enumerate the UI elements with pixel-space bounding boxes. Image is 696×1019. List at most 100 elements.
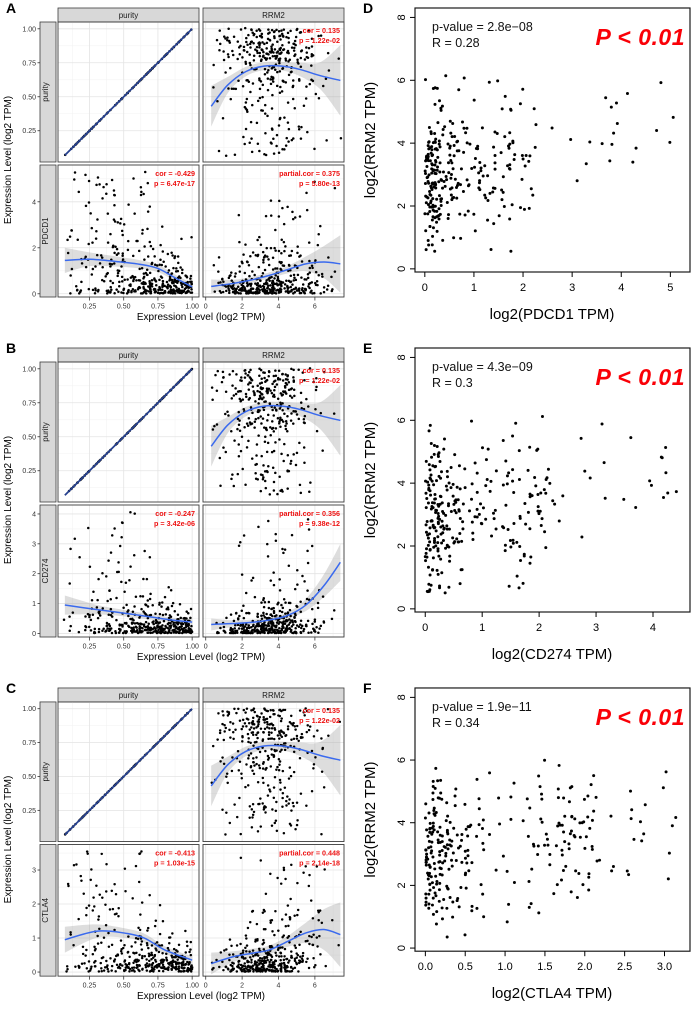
svg-text:Expression Level (log2 TPM): Expression Level (log2 TPM) [137,652,265,663]
svg-text:0.25: 0.25 [22,468,36,475]
svg-text:purity: purity [41,762,50,781]
svg-text:p = 5.80e-13: p = 5.80e-13 [299,179,340,188]
svg-text:1.00: 1.00 [185,304,199,311]
svg-text:partial.cor = 0.448: partial.cor = 0.448 [279,849,340,857]
svg-text:log2(CD274 TPM): log2(CD274 TPM) [492,646,613,663]
svg-text:0.75: 0.75 [22,740,36,747]
svg-text:0.50: 0.50 [117,983,131,990]
svg-text:2: 2 [396,543,408,549]
svg-text:2: 2 [32,902,36,909]
svg-text:p-value = 4.3e−09: p-value = 4.3e−09 [432,360,533,374]
svg-text:CD274: CD274 [41,558,50,583]
panel-label-E: E [363,340,373,356]
svg-text:Expression Level (log2 TPM): Expression Level (log2 TPM) [3,96,14,224]
svg-text:partial.cor = 0.375: partial.cor = 0.375 [279,169,340,178]
svg-text:purity: purity [119,691,139,700]
svg-text:1: 1 [32,601,36,608]
svg-text:4: 4 [618,282,624,294]
svg-text:1: 1 [32,936,36,943]
panel-A-chart: purity RRM2 purity PDCD1 1.00 0.75 0.50 0.25 0 2 4… [3,7,345,323]
svg-text:partial.cor = 0.356: partial.cor = 0.356 [279,509,340,518]
svg-text:4: 4 [396,480,408,486]
panel-B: purity RRM2 purity CD274 1.00 0.75 0.50 0.25 0 1 2… [0,340,360,680]
svg-text:cor = 0.135: cor = 0.135 [303,707,340,715]
panel-A: purity RRM2 purity PDCD1 1.00 0.75 0.50 0.25 0 2 4… [0,0,360,340]
svg-text:4: 4 [32,511,36,518]
svg-text:5: 5 [667,282,673,294]
svg-text:cor = -0.413: cor = -0.413 [155,849,195,857]
svg-text:0: 0 [204,644,208,651]
svg-text:3: 3 [32,868,36,875]
panel-label-A: A [6,0,17,16]
panel-B-chart: purity RRM2 purity CD274 1.00 0.75 0.50 0.25 0 1 2… [3,347,345,663]
svg-text:1.00: 1.00 [22,366,36,373]
svg-text:purity: purity [41,82,50,102]
panel-E: 0 1 2 3 4 0 2 4 6 8 log2(RRM2 TPM) log2(CD274 TPM) p… [360,340,696,680]
svg-text:P < 0.01: P < 0.01 [596,364,685,390]
svg-text:0.75: 0.75 [151,983,165,990]
svg-text:0.25: 0.25 [83,983,97,990]
svg-text:0: 0 [396,606,408,612]
svg-text:0: 0 [422,282,428,294]
svg-text:3: 3 [569,282,575,294]
svg-text:p = 9.38e-12: p = 9.38e-12 [299,519,340,528]
svg-text:1.00: 1.00 [185,644,199,651]
svg-text:2: 2 [32,245,36,252]
svg-text:p-value = 2.8e−08: p-value = 2.8e−08 [432,20,533,34]
panel-label-D: D [363,0,374,16]
svg-text:0: 0 [204,983,208,990]
svg-text:cor = 0.135: cor = 0.135 [303,26,340,35]
svg-text:RRM2: RRM2 [262,11,285,20]
panel-F: 0.0 0.5 1.0 1.5 2.0 2.5 3.0 0 2 4 6 8 log2(RRM2 TPM)… [360,680,696,1019]
svg-text:R = 0.3: R = 0.3 [432,376,473,390]
svg-text:6: 6 [313,644,317,651]
svg-text:2: 2 [240,644,244,651]
svg-text:p = 3.42e-06: p = 3.42e-06 [154,519,195,528]
svg-text:cor = 0.135: cor = 0.135 [303,366,340,375]
svg-text:purity: purity [119,351,139,360]
svg-text:0.50: 0.50 [22,94,36,101]
panel-label-F: F [363,680,372,696]
svg-text:4: 4 [650,622,656,634]
svg-text:6: 6 [313,304,317,311]
svg-text:P < 0.01: P < 0.01 [596,24,685,50]
svg-text:R = 0.28: R = 0.28 [432,36,480,50]
svg-text:cor = -0.429: cor = -0.429 [155,169,195,178]
svg-text:0.25: 0.25 [83,644,97,651]
svg-text:2: 2 [520,282,526,294]
svg-text:0: 0 [32,970,36,977]
svg-text:2: 2 [240,983,244,990]
svg-text:4: 4 [396,140,408,146]
panel-D-chart: 0 1 2 3 4 5 0 2 4 6 8 log2(RRM2 TPM) log2(PDCD1 TPM)… [362,7,691,323]
svg-text:log2(RRM2 TPM): log2(RRM2 TPM) [362,82,379,198]
svg-text:purity: purity [119,11,139,20]
svg-text:0.75: 0.75 [22,400,36,407]
svg-text:6: 6 [396,77,408,83]
svg-text:6: 6 [313,983,317,990]
panel-E-chart: 0 1 2 3 4 0 2 4 6 8 log2(RRM2 TPM) log2(CD274 TPM) p… [362,347,691,663]
svg-text:0.25: 0.25 [22,808,36,815]
svg-text:4: 4 [277,644,281,651]
svg-text:0: 0 [422,622,428,634]
svg-text:CTLA4: CTLA4 [41,897,50,922]
svg-text:p = 1.22e-02: p = 1.22e-02 [299,376,340,385]
panel-C: purity RRM2 purity CTLA4 1.00 0.75 0.50 0.25 0 1 2… [0,680,360,1019]
svg-text:0.75: 0.75 [22,60,36,67]
svg-text:8: 8 [396,354,408,360]
svg-text:4: 4 [277,304,281,311]
svg-text:2: 2 [32,571,36,578]
svg-text:0.75: 0.75 [151,304,165,311]
svg-text:4: 4 [277,983,281,990]
svg-text:0: 0 [204,304,208,311]
svg-text:3: 3 [593,622,599,634]
svg-text:1.00: 1.00 [185,983,199,990]
svg-text:6: 6 [396,417,408,423]
svg-text:2: 2 [240,304,244,311]
svg-text:p = 2.14e-18: p = 2.14e-18 [299,859,340,867]
svg-text:RRM2: RRM2 [262,351,285,360]
svg-text:0.25: 0.25 [22,128,36,135]
svg-text:1: 1 [479,622,485,634]
svg-text:cor = -0.247: cor = -0.247 [155,509,195,518]
svg-text:1: 1 [471,282,477,294]
svg-text:p = 1.22e-02: p = 1.22e-02 [299,717,340,725]
